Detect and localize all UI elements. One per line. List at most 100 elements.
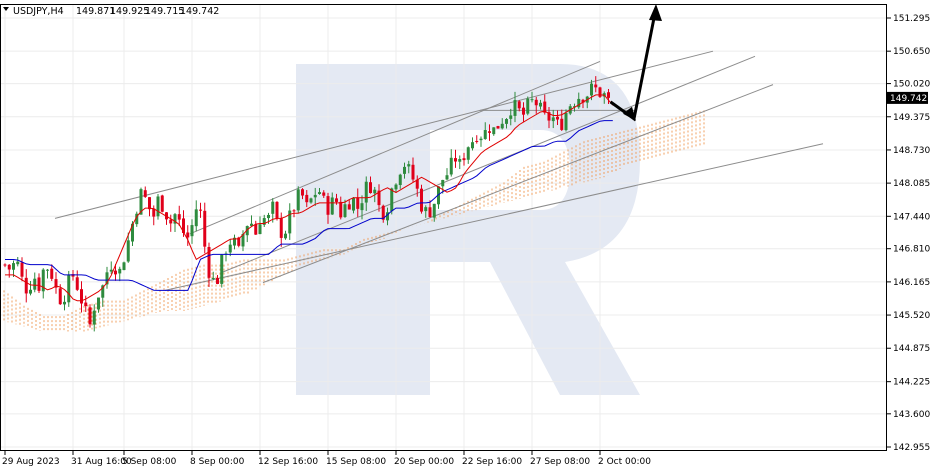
candle-body: [551, 117, 555, 122]
candle-body: [386, 212, 389, 221]
candle-body: [560, 118, 564, 130]
y-tick-label: 145.520: [893, 311, 930, 321]
candle-body: [237, 237, 241, 246]
trend-channel-lines: [54, 50, 824, 291]
x-tick-label: 29 Aug 2023: [2, 457, 60, 467]
ohlc-close: 149.742: [180, 6, 219, 17]
candle-body: [509, 115, 513, 119]
candle-body: [326, 196, 330, 215]
candle-body: [488, 131, 491, 133]
candle-body: [462, 158, 466, 161]
kijun-sen-line: [5, 120, 613, 291]
candle-body: [407, 164, 411, 167]
candle-body: [449, 157, 453, 175]
y-tick-label: 150.020: [893, 80, 930, 90]
candle-body: [12, 263, 15, 270]
candle-body: [186, 232, 190, 238]
candle-body: [16, 261, 20, 265]
candle-body: [390, 188, 394, 212]
candle-body: [122, 262, 126, 271]
x-tick-label: 12 Sep 16:00: [258, 457, 318, 467]
forecast-arrowhead-up: [649, 4, 662, 21]
candle-body: [369, 182, 372, 194]
candle-body: [339, 201, 343, 218]
x-tick-label: 8 Sep 00:00: [190, 457, 245, 467]
trend-line: [54, 50, 714, 219]
y-tick-label: 142.955: [893, 443, 930, 453]
candle-body: [466, 147, 470, 160]
trend-line: [164, 143, 824, 291]
candle-body: [594, 84, 598, 88]
candle-body: [118, 268, 122, 274]
candle-body: [241, 233, 245, 247]
candle-body: [199, 209, 202, 211]
candle-body: [492, 127, 496, 135]
candle-body: [292, 210, 296, 212]
candle-body: [182, 218, 185, 234]
candle-body: [97, 297, 100, 310]
candle-body: [479, 138, 483, 141]
x-tick-label: 20 Sep 00:00: [394, 457, 454, 467]
candle-body: [301, 189, 304, 196]
candle-body: [547, 112, 551, 121]
x-tick-label: 22 Sep 16:00: [462, 457, 522, 467]
candle-body: [169, 219, 173, 224]
candle-body: [220, 254, 224, 284]
candle-body: [20, 262, 24, 277]
candle-body: [114, 270, 117, 275]
candle-body: [271, 201, 275, 214]
candle-body: [29, 289, 32, 294]
ohlc-low: 149.715: [145, 6, 184, 17]
candle-body: [126, 240, 130, 262]
price-axis[interactable]: 151.295 150.650 150.020 149.375 148.730 148.0…: [886, 14, 930, 453]
y-tick-label: 143.600: [893, 410, 930, 420]
candle-body: [403, 166, 406, 174]
y-tick-label: 146.810: [893, 245, 930, 255]
candle-body: [318, 192, 321, 194]
candle-body: [7, 264, 11, 270]
forecast-arrows: [609, 4, 662, 122]
candle-body: [173, 214, 177, 224]
candle-body: [177, 214, 181, 220]
candle-body: [322, 192, 326, 196]
candle-body: [284, 233, 287, 239]
candle-body: [33, 278, 37, 290]
candle-body: [46, 269, 49, 271]
candle-body: [330, 197, 334, 215]
current-price-label: 149.742: [890, 94, 927, 104]
y-tick-label: 147.440: [893, 212, 930, 222]
x-tick-label: 31 Aug 16:00: [71, 457, 132, 467]
candle-body: [356, 197, 360, 209]
candle-body: [211, 278, 215, 280]
symbol-timeframe[interactable]: USDJPY,H4: [13, 6, 64, 17]
candle-body: [398, 174, 402, 186]
candle-body: [441, 179, 445, 187]
trend-line: [262, 84, 774, 284]
trend-line: [189, 61, 601, 235]
symbol-dropdown-icon[interactable]: [3, 7, 9, 11]
candle-body: [190, 225, 194, 237]
time-axis[interactable]: 29 Aug 2023 31 Aug 16:005 Sep 08:00 8 Sep …: [2, 450, 651, 467]
candle-body: [590, 83, 593, 96]
ichimoku-cloud: [3, 110, 705, 332]
candle-body: [335, 198, 338, 202]
candle-body: [67, 275, 71, 303]
candle-body: [275, 201, 279, 219]
tenkan-sen-line: [5, 94, 614, 302]
candle-body: [194, 209, 198, 227]
candle-body: [309, 198, 313, 203]
candle-body: [254, 224, 258, 235]
forecast-arrowhead-down: [623, 106, 636, 121]
candle-body: [517, 101, 521, 109]
candle-body: [360, 203, 364, 211]
candle-body: [556, 116, 559, 120]
candle-body: [445, 175, 449, 180]
candle-body: [250, 223, 253, 226]
candle-body: [258, 224, 262, 235]
candle-body: [428, 207, 432, 218]
candle-body: [84, 302, 88, 307]
watermark-logo: [296, 64, 640, 395]
candle-body: [534, 99, 538, 106]
ichimoku-lines: [5, 94, 614, 302]
